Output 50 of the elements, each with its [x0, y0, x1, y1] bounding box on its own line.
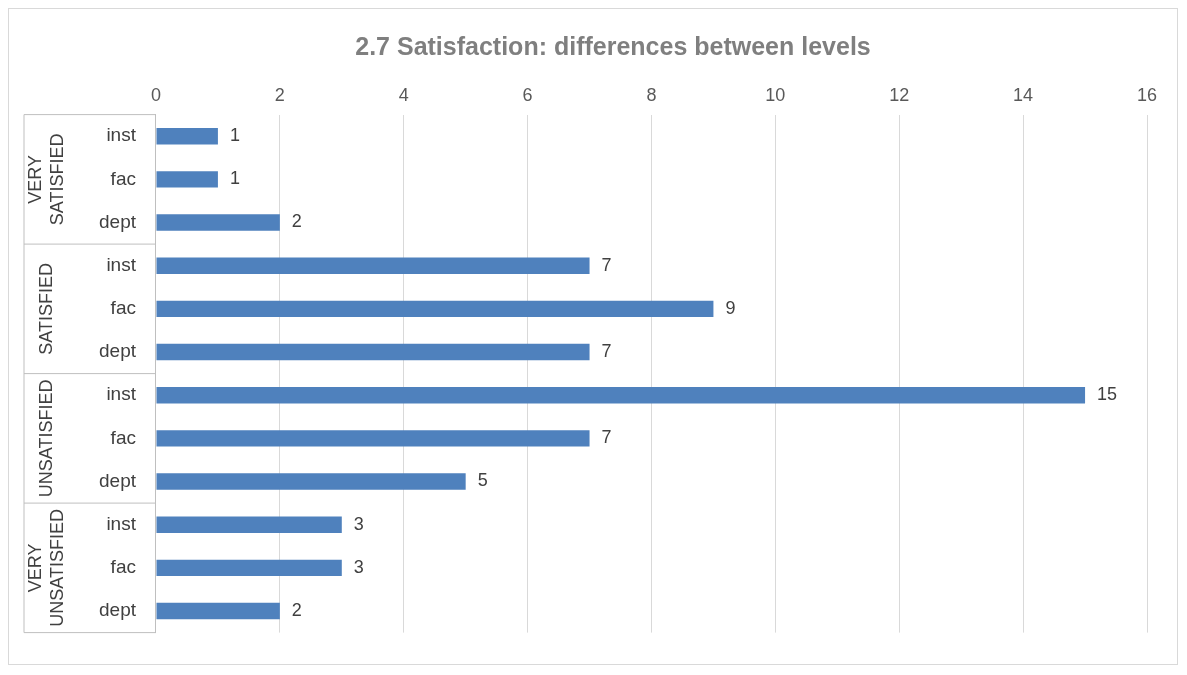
x-tick-label: 4 [398, 84, 409, 105]
y-tick-label: inst [106, 383, 137, 405]
data-label: 7 [601, 254, 612, 275]
data-label: 5 [477, 470, 488, 491]
bar [156, 386, 1086, 404]
y-tick-label: fac [110, 167, 136, 189]
x-tick-label: 10 [765, 84, 786, 105]
bar [156, 171, 218, 188]
y-tick-label: dept [99, 210, 137, 232]
y-tick-label: fac [110, 556, 136, 578]
data-label: 15 [1097, 384, 1118, 405]
text: VERY SATISFIED [24, 133, 67, 226]
x-tick-label: 2 [274, 84, 285, 105]
y-tick-label: inst [106, 512, 137, 534]
data-label: 2 [291, 599, 302, 620]
bar [156, 473, 466, 490]
data-label: 2 [291, 211, 302, 232]
y-tick-label: dept [99, 599, 137, 621]
bar [156, 430, 590, 447]
y-tick-label: dept [99, 340, 137, 362]
x-tick-label: 6 [522, 84, 533, 105]
y-tick-label: fac [110, 297, 136, 319]
text: UNSATISFIED [35, 379, 56, 498]
data-label: 3 [353, 513, 364, 534]
data-label: 1 [229, 125, 240, 146]
x-tick-label: 14 [1013, 84, 1034, 105]
bar [156, 516, 342, 533]
chart-title: 2.7 Satisfaction: differences between levels [355, 31, 871, 60]
bar [156, 127, 218, 145]
bar [156, 214, 280, 231]
y-tick-label: dept [99, 469, 137, 491]
bar [156, 343, 590, 361]
y-tick-label: inst [106, 124, 137, 146]
text: VERY UNSATISFIED [24, 509, 67, 627]
x-tick-label: 12 [889, 84, 910, 105]
x-tick-label: 8 [646, 84, 657, 105]
bar [156, 257, 590, 274]
text: SATISFIED [35, 263, 56, 355]
data-label: 9 [725, 297, 736, 318]
x-tick-label: 0 [150, 84, 161, 105]
bar [156, 602, 280, 620]
data-label: 1 [229, 168, 240, 189]
x-tick-label: 16 [1136, 84, 1158, 105]
data-label: 7 [601, 340, 612, 361]
y-tick-label: inst [106, 253, 137, 275]
bar [156, 300, 714, 318]
data-label: 7 [601, 427, 612, 448]
y-tick-label: fac [110, 426, 136, 448]
bar [156, 559, 342, 577]
data-label: 3 [353, 556, 364, 577]
